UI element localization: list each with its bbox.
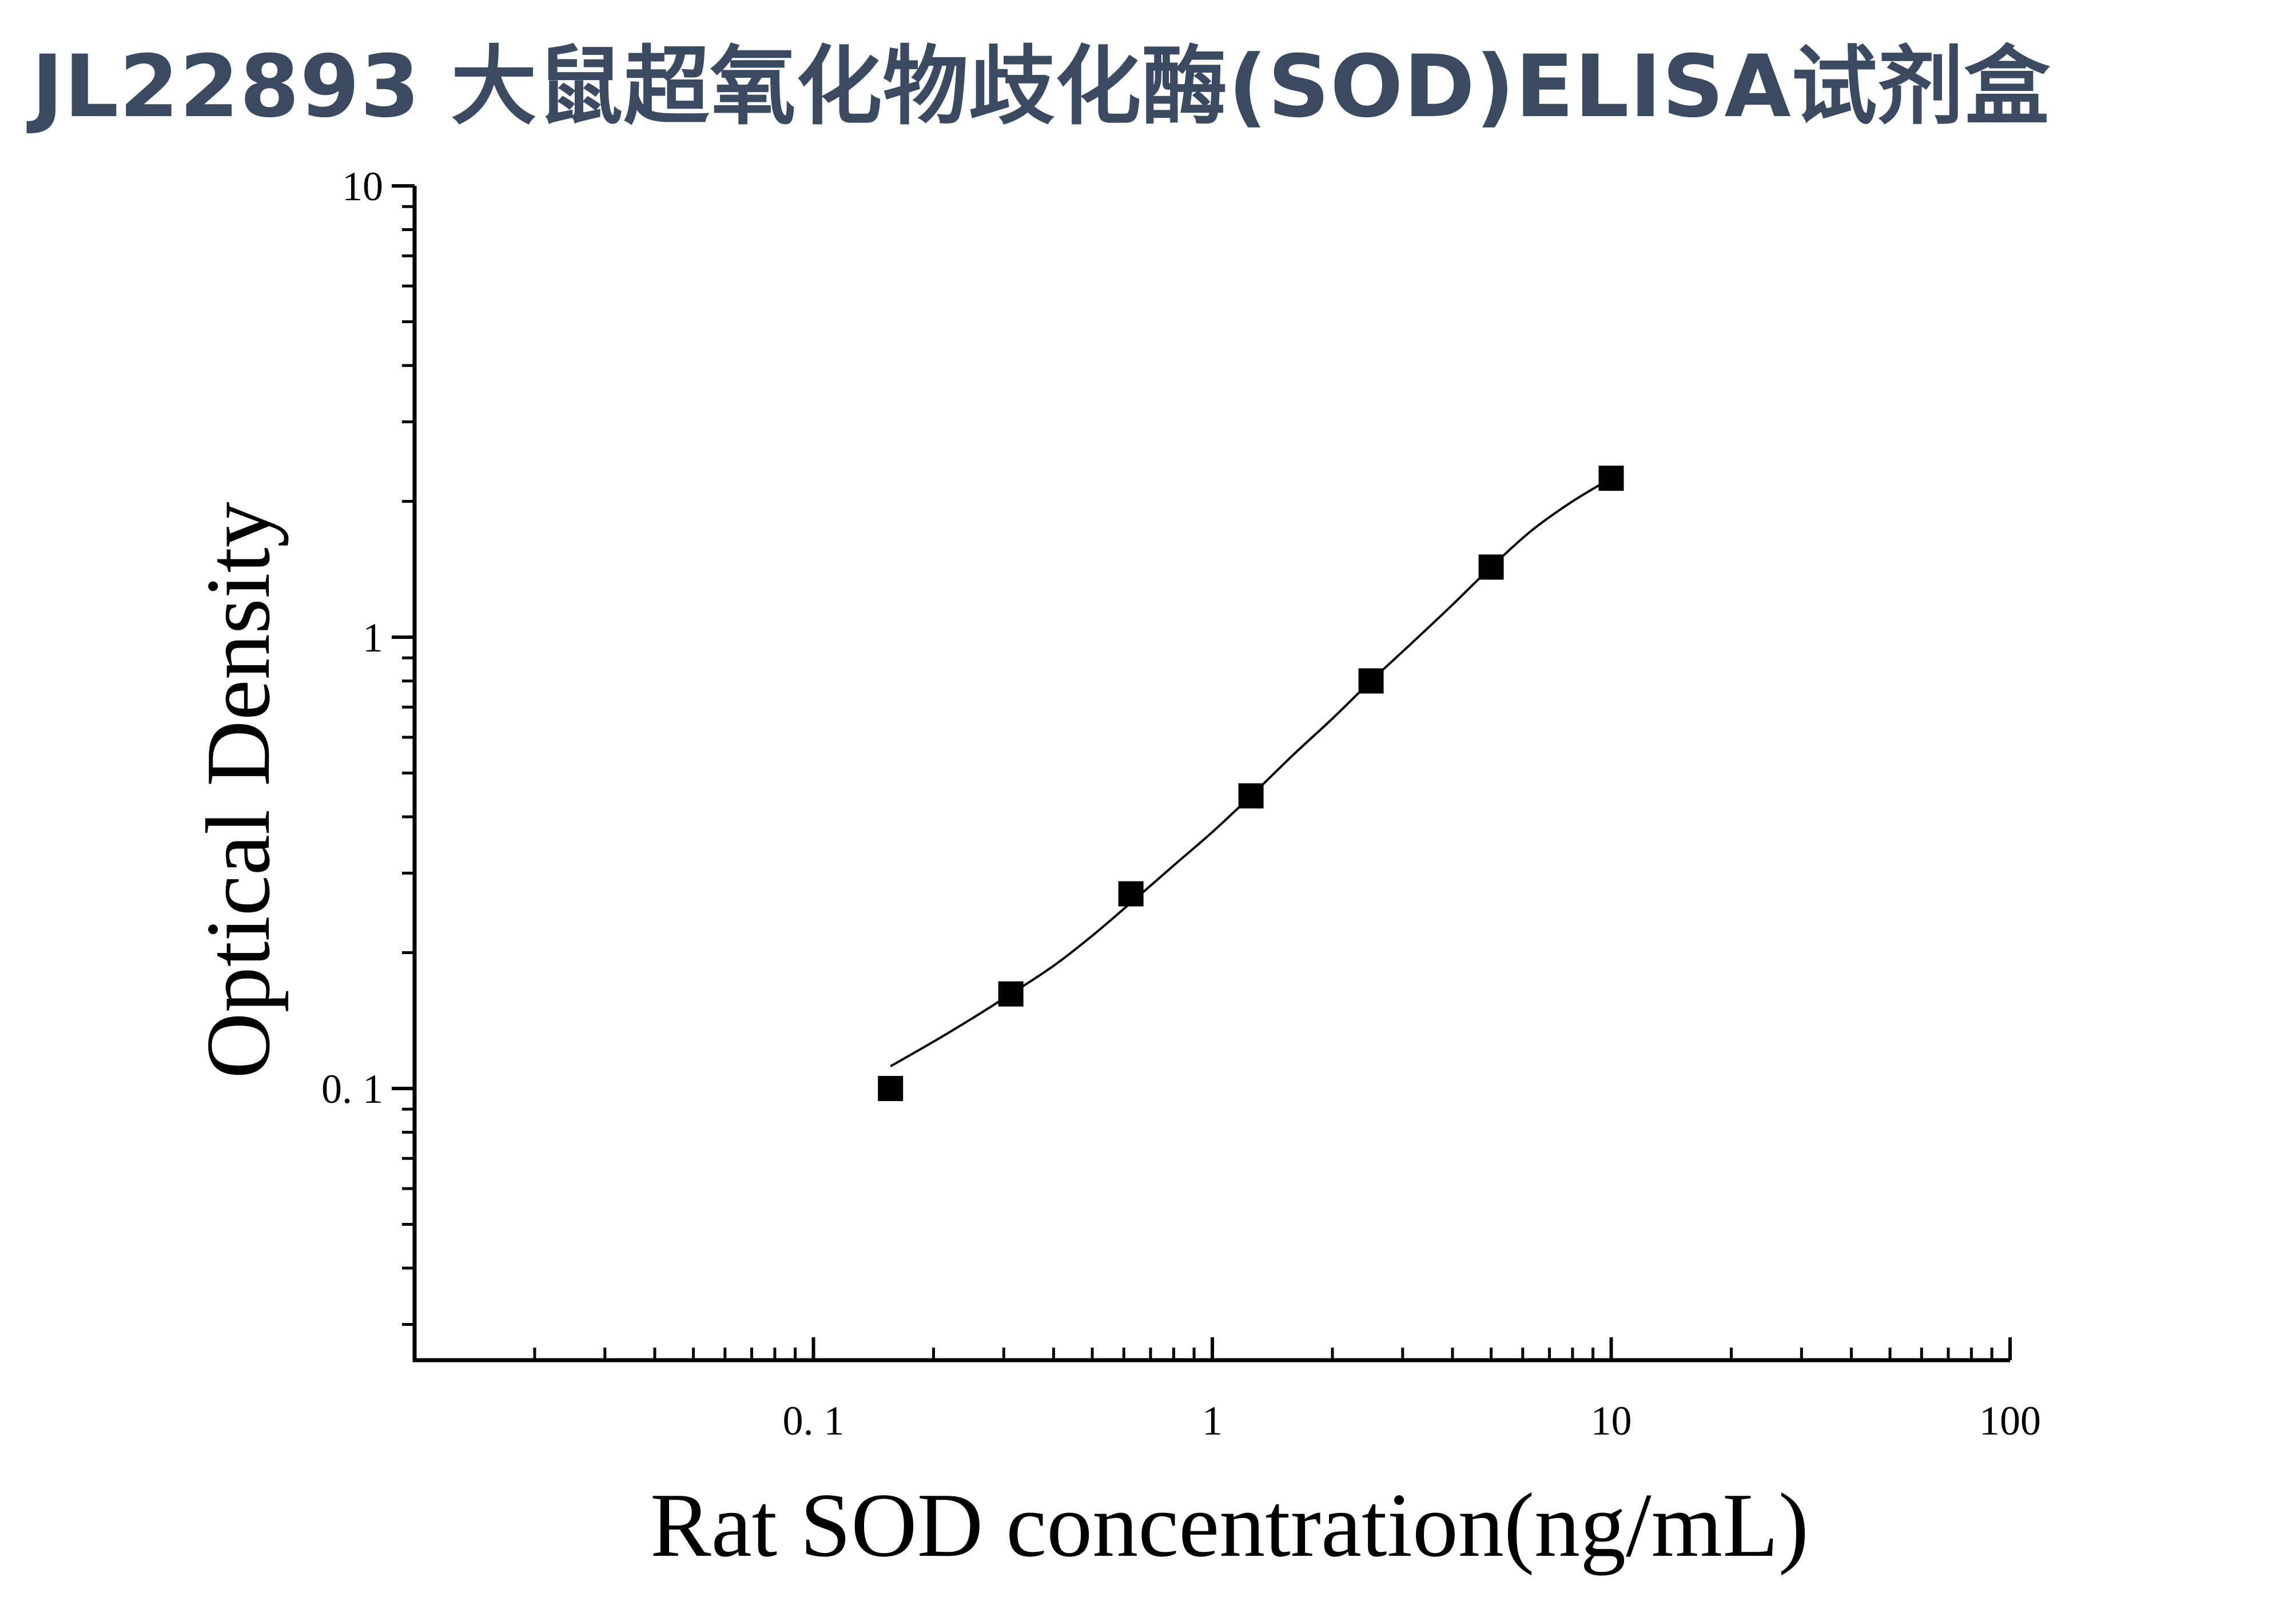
x-axis-title: Rat SOD concentration(ng/mL) [650,1474,1809,1576]
x-minor-ticks [533,1348,1993,1360]
data-point [1238,783,1264,809]
y-tick-label: 0. 1 [321,1066,383,1112]
y-axis-title: Optical Density [187,502,289,1079]
data-point [1118,881,1144,907]
x-tick-label: 0. 1 [783,1398,845,1444]
data-point [1598,466,1624,491]
x-tick-label: 100 [1979,1398,2041,1444]
data-points [878,466,1624,1101]
data-point [998,981,1024,1007]
y-tick-label: 1 [363,615,383,661]
y-minor-ticks [402,205,415,1326]
data-point [1358,668,1384,694]
y-major-ticks: 0. 1 1 10 [321,164,415,1112]
x-major-ticks: 0. 1 1 10 100 [783,1337,2041,1444]
data-point [878,1075,904,1101]
data-point [1478,554,1504,580]
chart-title: JL22893 大鼠超氧化物歧化酶(SOD)ELISA试剂盒 [31,37,2051,137]
y-tick-label: 10 [342,164,383,209]
x-tick-label: 10 [1591,1398,1632,1444]
x-tick-label: 1 [1202,1398,1223,1444]
